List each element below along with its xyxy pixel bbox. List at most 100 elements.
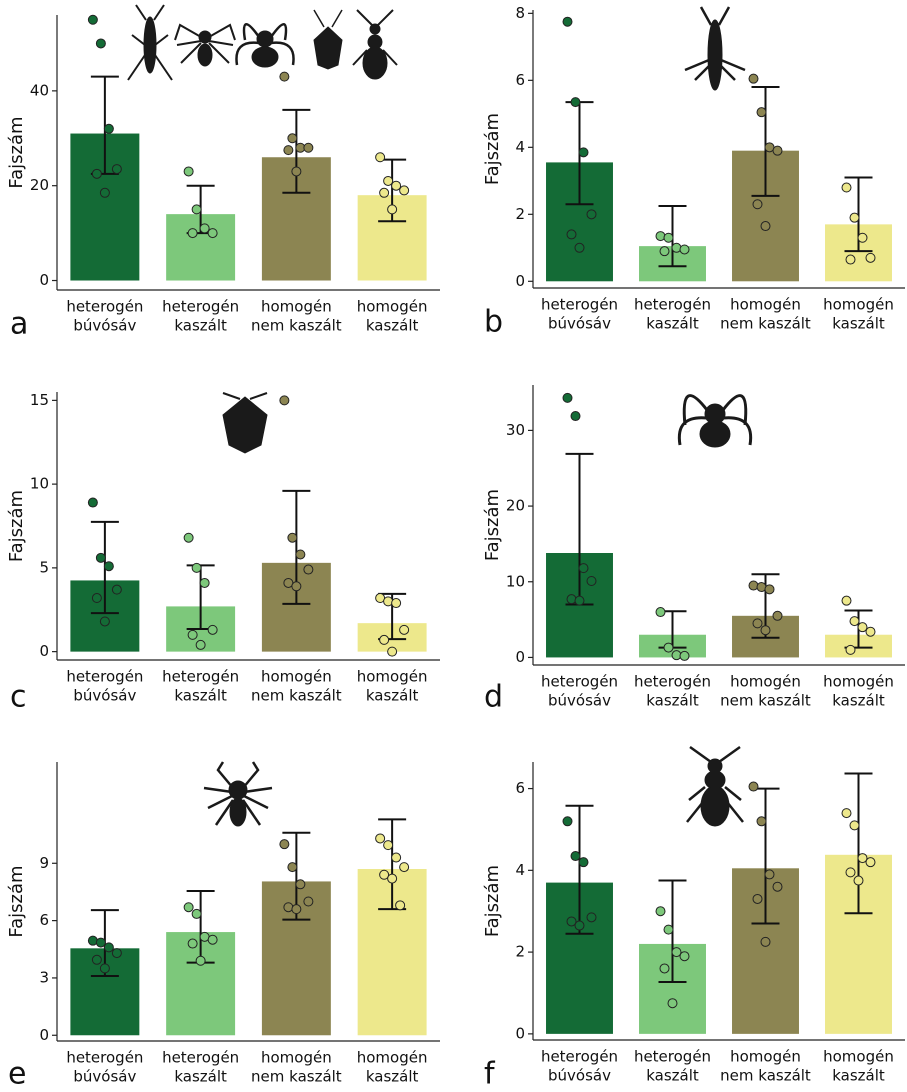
- data-point: [664, 233, 673, 242]
- data-point: [292, 905, 301, 914]
- x-tick-label: kaszált: [366, 1068, 419, 1086]
- data-point: [188, 630, 197, 639]
- data-point: [563, 817, 572, 826]
- data-point: [579, 148, 588, 157]
- data-point: [850, 213, 859, 222]
- data-point: [280, 840, 289, 849]
- data-point: [680, 245, 689, 254]
- y-tick-label: 4: [515, 861, 525, 879]
- data-point: [104, 124, 113, 133]
- x-tick-label: búvósáv: [548, 1067, 611, 1085]
- data-point: [587, 577, 596, 586]
- data-point: [571, 852, 580, 861]
- y-tick-label: 4: [515, 138, 525, 156]
- data-point: [400, 186, 409, 195]
- y-tick-label: 9: [39, 854, 49, 872]
- data-point: [296, 880, 305, 889]
- data-point: [100, 617, 109, 626]
- data-point: [384, 841, 393, 850]
- x-tick-label: kaszált: [174, 1068, 227, 1086]
- data-point: [400, 863, 409, 872]
- data-point: [208, 625, 217, 634]
- x-tick-label: heterogén: [66, 298, 143, 316]
- data-point: [388, 647, 397, 656]
- y-axis-label: Fajszám: [482, 489, 503, 561]
- data-point: [571, 412, 580, 421]
- data-point: [850, 821, 859, 830]
- data-point: [192, 909, 201, 918]
- data-point: [188, 229, 197, 238]
- x-tick-label: homogén: [823, 1048, 894, 1066]
- data-point: [392, 181, 401, 190]
- data-point: [288, 134, 297, 143]
- data-point: [112, 949, 121, 958]
- y-tick-label: 30: [506, 421, 525, 439]
- data-point: [384, 597, 393, 606]
- y-tick-label: 10: [506, 572, 525, 590]
- data-point: [563, 17, 572, 26]
- y-tick-label: 6: [39, 911, 49, 929]
- data-point: [388, 874, 397, 883]
- data-point: [680, 651, 689, 660]
- data-point: [660, 964, 669, 973]
- y-tick-label: 5: [39, 558, 49, 576]
- y-tick-label: 2: [515, 943, 525, 961]
- x-tick-label: heterogén: [162, 668, 239, 686]
- data-point: [773, 146, 782, 155]
- data-point: [284, 146, 293, 155]
- data-point: [292, 167, 301, 176]
- y-tick-label: 0: [515, 1024, 525, 1042]
- panel: 0102030Fajszámdheterogénbúvósávheterogén…: [482, 385, 905, 715]
- data-point: [846, 255, 855, 264]
- y-tick-label: 40: [30, 81, 49, 99]
- data-point: [196, 640, 205, 649]
- y-tick-label: 20: [30, 176, 49, 194]
- y-tick-label: 2: [515, 205, 525, 223]
- data-point: [304, 565, 313, 574]
- data-point: [188, 939, 197, 948]
- data-point: [388, 205, 397, 214]
- x-tick-label: kaszált: [366, 687, 419, 705]
- x-tick-label: homogén: [823, 673, 894, 691]
- data-point: [761, 222, 770, 231]
- x-tick-label: homogén: [357, 668, 428, 686]
- data-point: [846, 645, 855, 654]
- y-tick-label: 6: [515, 779, 525, 797]
- data-point: [88, 498, 97, 507]
- data-point: [284, 903, 293, 912]
- data-point: [184, 533, 193, 542]
- data-point: [664, 925, 673, 934]
- x-tick-label: búvósáv: [73, 687, 136, 705]
- data-point: [376, 153, 385, 162]
- panel-label: f: [484, 1057, 496, 1092]
- data-point: [280, 396, 289, 405]
- data-point: [376, 834, 385, 843]
- x-tick-label: heterogén: [541, 1048, 618, 1066]
- data-point: [92, 955, 101, 964]
- data-point: [656, 608, 665, 617]
- y-tick-label: 3: [39, 968, 49, 986]
- data-point: [575, 921, 584, 930]
- data-point: [587, 210, 596, 219]
- x-tick-label: heterogén: [634, 1048, 711, 1066]
- panel-label: d: [484, 680, 503, 715]
- data-point: [866, 858, 875, 867]
- panel: 0369Fajszámeheterogénbúvósávheterogénkas…: [6, 762, 440, 1092]
- data-point: [280, 72, 289, 81]
- x-tick-label: nem kaszált: [251, 317, 342, 335]
- data-point: [753, 894, 762, 903]
- data-point: [100, 964, 109, 973]
- data-point: [749, 581, 758, 590]
- data-point: [773, 611, 782, 620]
- figure: 02040Fajszámaheterogénbúvósávheterogénka…: [0, 0, 907, 1092]
- data-point: [112, 165, 121, 174]
- data-point: [765, 585, 774, 594]
- data-point: [866, 253, 875, 262]
- data-point: [850, 617, 859, 626]
- x-tick-label: homogén: [357, 1049, 428, 1067]
- panel-label: b: [484, 305, 503, 340]
- data-point: [749, 782, 758, 791]
- data-point: [858, 623, 867, 632]
- data-point: [757, 817, 766, 826]
- data-point: [296, 550, 305, 559]
